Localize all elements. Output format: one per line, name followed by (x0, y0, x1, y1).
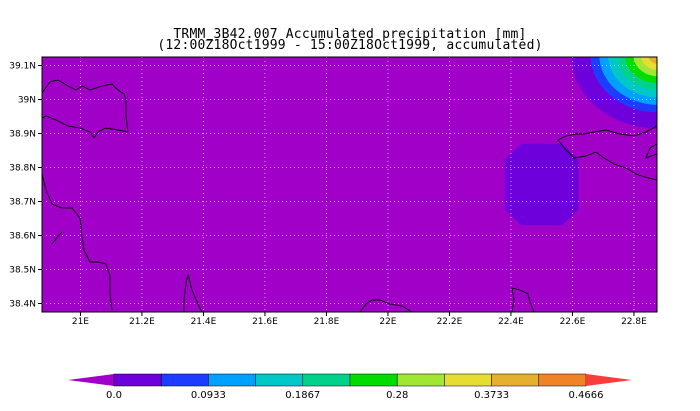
colorbar-label: 0.0933 (191, 390, 226, 401)
coastlines (42, 79, 657, 312)
precip-contour-6 (625, 57, 657, 84)
precip-contour-7 (633, 57, 657, 77)
coastline-3 (51, 231, 63, 245)
colorbar-low-arrow (68, 374, 114, 386)
colorbar-label: 0.4666 (569, 390, 604, 401)
colorbar-label: 0.28 (386, 390, 408, 401)
y-tick-label: 39N (18, 96, 36, 106)
y-tick-label: 38.8N (9, 164, 36, 174)
colorbar-segment (491, 373, 540, 387)
colorbar-segment (538, 373, 587, 387)
x-tick-label: 22.2E (437, 317, 463, 327)
colorbar-segment (349, 373, 398, 387)
precip-patch-center (504, 143, 579, 226)
x-tick-label: 21.2E (129, 317, 155, 327)
colorbar-segment (208, 373, 256, 387)
y-tick-label: 38.4N (9, 300, 36, 310)
x-tick-label: 22.6E (560, 317, 586, 327)
coastline-7 (557, 125, 657, 181)
x-tick-label: 22E (379, 317, 396, 327)
coastline-5 (359, 299, 413, 312)
x-tick-label: 21.8E (314, 317, 340, 327)
x-tick-label: 22.4E (498, 317, 524, 327)
y-tick-label: 38.5N (9, 266, 36, 276)
x-tick-label: 21.4E (191, 317, 217, 327)
y-tick-label: 38.6N (9, 232, 36, 242)
colorbar-segment (160, 373, 209, 387)
colorbar-segment (396, 373, 445, 387)
precip-contour-9 (648, 57, 657, 64)
axes: 21E 21.2E 21.4E 21.6E 21.8E 22E 22.2E 22.4E 22.6… (9, 56, 658, 327)
colorbar-label: 0.0 (106, 390, 122, 401)
precip-contour-5 (617, 57, 657, 90)
x-tick-label: 21.6E (252, 317, 278, 327)
coastline-8 (645, 143, 657, 159)
colorbar-segment (302, 373, 351, 387)
colorbar-label: 0.1867 (285, 390, 320, 401)
y-tick-label: 39.1N (9, 62, 36, 72)
coastline-6 (511, 287, 535, 312)
colorbar-segment (113, 373, 162, 387)
chart-subtitle: (12:00Z18Oct1999 - 15:00Z18Oct1999, accu… (157, 38, 543, 53)
y-tick-label: 38.7N (9, 198, 36, 208)
x-tick-label: 21E (72, 317, 89, 327)
colorbar-segment (444, 373, 492, 387)
plot-area (42, 57, 657, 312)
y-tick-label: 38.9N (9, 130, 36, 140)
colorbar: 0.0 0.0933 0.1867 0.28 0.3733 0.4666 (68, 373, 632, 401)
x-tick-label: 22.8E (621, 317, 647, 327)
coastline-2 (42, 173, 113, 311)
plot-frame (41, 56, 658, 313)
coastline-4 (183, 273, 203, 312)
colorbar-high-arrow (586, 374, 632, 386)
colorbar-label: 0.3733 (474, 390, 509, 401)
chart-title: TRMM_3B42.007 Accumulated precipitation … (173, 27, 527, 42)
coastline-1 (42, 79, 129, 139)
colorbar-segment (255, 373, 304, 387)
grid (42, 57, 657, 312)
